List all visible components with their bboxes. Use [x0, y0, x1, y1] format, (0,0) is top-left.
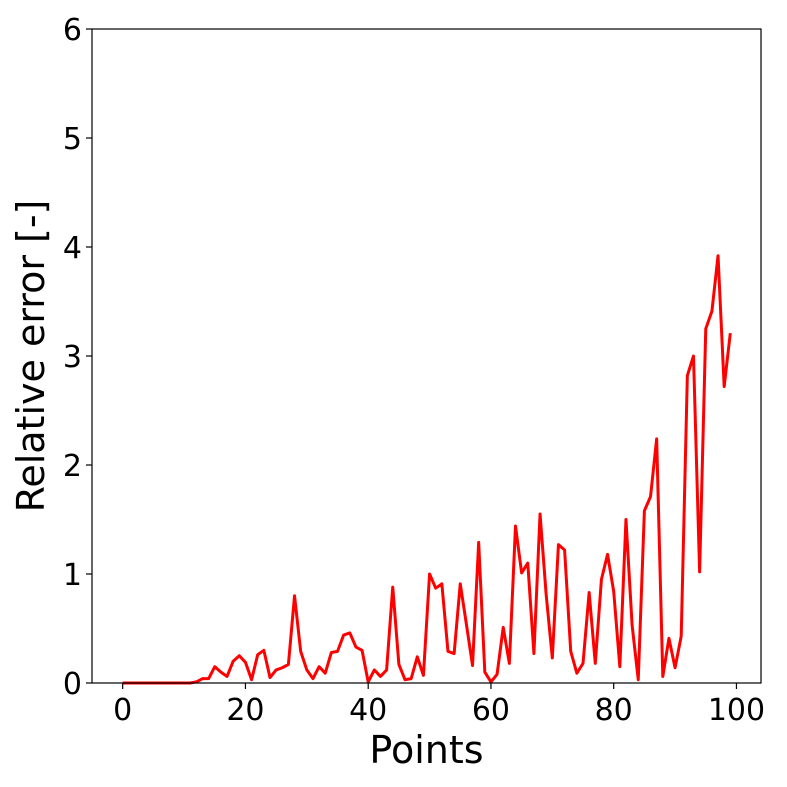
x-tick-label: 80 — [595, 693, 633, 728]
plot-area — [122, 254, 732, 685]
y-tick-label: 4 — [63, 231, 82, 266]
x-tick-label: 40 — [349, 693, 387, 728]
x-tick-label: 60 — [472, 693, 510, 728]
series-line — [122, 254, 732, 685]
x-axis-label: Points — [369, 728, 483, 772]
y-tick-label: 1 — [63, 558, 82, 593]
y-tick-label: 5 — [63, 122, 82, 157]
x-tick-label: 0 — [113, 693, 132, 728]
y-tick-label: 3 — [63, 340, 82, 375]
y-tick-label: 6 — [63, 13, 82, 48]
y-tick-label: 2 — [63, 449, 82, 484]
axes: 0 20 40 60 80 100 0 1 2 3 4 5 6 — [63, 13, 765, 728]
y-tick-label: 0 — [63, 667, 82, 702]
x-tick-label: 100 — [708, 693, 765, 728]
x-tick-label: 20 — [226, 693, 264, 728]
y-axis-label: Relative error [-] — [9, 200, 53, 513]
